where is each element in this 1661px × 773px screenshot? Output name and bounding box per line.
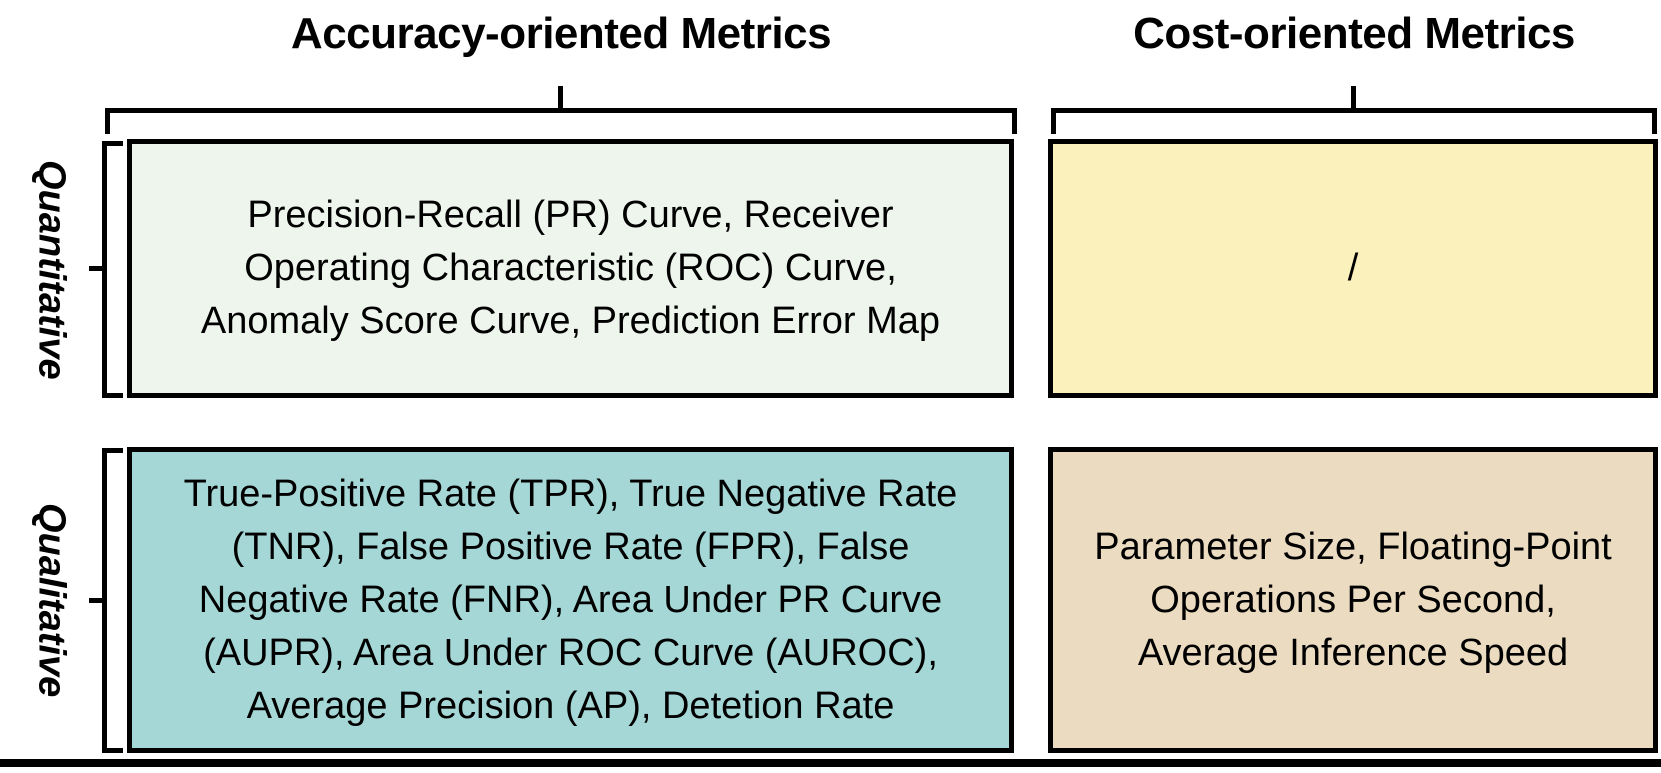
cell-quantitative-accuracy: Precision-Recall (PR) Curve, Receiver Ope…	[127, 139, 1014, 398]
qualitative-bracket-bottom-arm	[102, 748, 123, 753]
cell-qualitative-cost: Parameter Size, Floating-Point Operations…	[1048, 447, 1658, 753]
qualitative-bracket-top-arm	[102, 448, 123, 453]
cell-qualitative-accuracy: True-Positive Rate (TPR), True Negative …	[127, 447, 1014, 753]
qualitative-bracket-mid-tick	[89, 598, 102, 603]
row-label-qualitative-text: Qualitative	[30, 503, 73, 698]
accuracy-bracket-left-tick	[105, 108, 110, 134]
quantitative-bracket-mid-tick	[89, 266, 102, 271]
cost-bracket-line	[1051, 108, 1657, 113]
row-label-qualitative: Qualitative	[14, 448, 88, 753]
cell-qualitative-accuracy-text: True-Positive Rate (TPR), True Negative …	[183, 472, 958, 727]
quantitative-bracket-bottom-arm	[102, 393, 123, 398]
column-header-accuracy: Accuracy-oriented Metrics	[290, 9, 832, 58]
qualitative-bracket-line	[102, 448, 107, 753]
cell-quantitative-accuracy-text: Precision-Recall (PR) Curve, Receiver Ope…	[200, 194, 941, 342]
row-label-quantitative-text: Quantitative	[30, 159, 73, 380]
cost-bracket-left-tick	[1051, 108, 1056, 134]
cost-bracket-right-tick	[1652, 108, 1657, 134]
cell-qualitative-cost-text: Parameter Size, Floating-Point Operations…	[1094, 525, 1612, 674]
quantitative-bracket-line	[102, 141, 107, 398]
bottom-border-bar	[0, 759, 1661, 767]
accuracy-bracket-right-tick	[1012, 108, 1017, 134]
row-label-quantitative: Quantitative	[14, 141, 88, 398]
quantitative-bracket-top-arm	[102, 141, 123, 146]
column-header-cost: Cost-oriented Metrics	[1133, 9, 1575, 58]
cost-bracket-stem	[1351, 86, 1356, 113]
accuracy-bracket-stem	[558, 86, 563, 113]
cell-quantitative-cost-text: /	[1347, 247, 1359, 289]
cell-quantitative-cost: /	[1048, 139, 1658, 398]
accuracy-bracket-line	[105, 108, 1017, 113]
